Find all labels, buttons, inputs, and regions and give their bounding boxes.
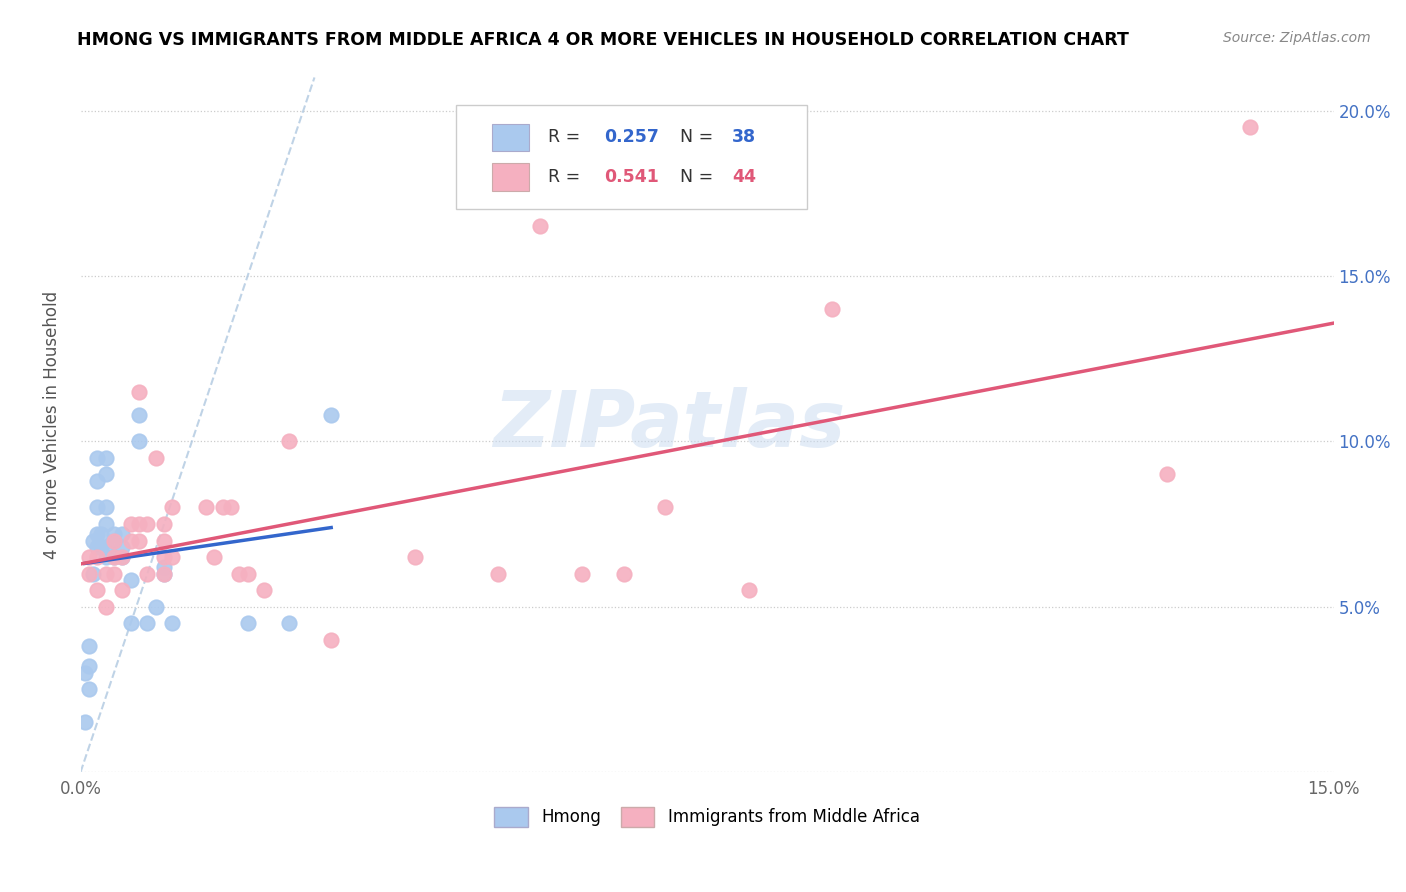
Point <box>77 640 100 654</box>
Point <box>82 533 104 548</box>
Point <box>94 549 117 564</box>
Point <box>111 540 134 554</box>
Point <box>86 527 108 541</box>
Point <box>90 527 112 541</box>
Point <box>94 467 117 482</box>
Point <box>153 533 176 548</box>
Point <box>738 583 761 598</box>
Point <box>111 583 134 598</box>
Point <box>94 500 117 515</box>
Point <box>202 549 225 564</box>
Point <box>128 533 150 548</box>
Point <box>103 527 125 541</box>
Point <box>86 474 108 488</box>
Text: R =: R = <box>548 169 586 186</box>
Text: 0.541: 0.541 <box>605 169 659 186</box>
Point <box>111 549 134 564</box>
Point <box>111 549 134 564</box>
Point <box>278 434 301 449</box>
Point <box>103 533 125 548</box>
Point <box>103 549 125 564</box>
Point <box>94 450 117 465</box>
Point <box>219 500 242 515</box>
Point <box>73 665 96 680</box>
Point <box>90 540 112 554</box>
Point <box>321 632 343 647</box>
Point <box>153 566 176 581</box>
Point <box>77 659 100 673</box>
Point <box>120 533 142 548</box>
Point <box>136 516 159 531</box>
Point <box>278 616 301 631</box>
Point <box>111 527 134 541</box>
Point <box>103 549 125 564</box>
Point <box>128 384 150 399</box>
Point <box>94 599 117 614</box>
Point <box>94 540 117 554</box>
Text: ZIPatlas: ZIPatlas <box>494 387 845 463</box>
Text: 38: 38 <box>733 128 756 146</box>
Point <box>86 500 108 515</box>
Text: 0.257: 0.257 <box>605 128 659 146</box>
Point <box>128 434 150 449</box>
Text: N =: N = <box>679 169 718 186</box>
Point <box>103 533 125 548</box>
Legend: Hmong, Immigrants from Middle Africa: Hmong, Immigrants from Middle Africa <box>488 801 927 833</box>
Point <box>486 566 509 581</box>
Point <box>571 566 593 581</box>
Point <box>94 566 117 581</box>
Point <box>404 549 426 564</box>
Text: N =: N = <box>679 128 718 146</box>
Point <box>162 500 184 515</box>
Point <box>162 549 184 564</box>
Text: R =: R = <box>548 128 586 146</box>
Point <box>194 500 217 515</box>
Point <box>153 566 176 581</box>
Point <box>211 500 233 515</box>
FancyBboxPatch shape <box>457 105 807 210</box>
Point <box>613 566 636 581</box>
Text: 44: 44 <box>733 169 756 186</box>
Point <box>529 219 551 234</box>
Point <box>253 583 276 598</box>
Text: HMONG VS IMMIGRANTS FROM MIDDLE AFRICA 4 OR MORE VEHICLES IN HOUSEHOLD CORRELATI: HMONG VS IMMIGRANTS FROM MIDDLE AFRICA 4… <box>77 31 1129 49</box>
Point <box>821 301 844 316</box>
Point <box>82 566 104 581</box>
Point <box>73 715 96 730</box>
Point <box>94 516 117 531</box>
Point <box>1156 467 1178 482</box>
Point <box>228 566 250 581</box>
Point <box>86 450 108 465</box>
Point <box>86 583 108 598</box>
Point <box>145 599 167 614</box>
Point <box>120 573 142 587</box>
Y-axis label: 4 or more Vehicles in Household: 4 or more Vehicles in Household <box>44 291 60 558</box>
Point <box>162 616 184 631</box>
Point <box>128 516 150 531</box>
Bar <box>492 163 529 191</box>
Point <box>321 408 343 422</box>
Point <box>120 516 142 531</box>
Point <box>654 500 676 515</box>
Point <box>77 566 100 581</box>
Point <box>120 616 142 631</box>
Point <box>86 549 108 564</box>
Point <box>153 549 176 564</box>
Point <box>136 566 159 581</box>
Point <box>1239 120 1261 134</box>
Point <box>236 616 259 631</box>
Point <box>153 560 176 574</box>
Point <box>136 616 159 631</box>
Point <box>236 566 259 581</box>
Point <box>77 682 100 697</box>
Text: Source: ZipAtlas.com: Source: ZipAtlas.com <box>1223 31 1371 45</box>
Point <box>77 549 100 564</box>
Point <box>153 516 176 531</box>
Point <box>86 540 108 554</box>
Point <box>145 450 167 465</box>
Point <box>103 566 125 581</box>
Point <box>128 408 150 422</box>
Bar <box>492 124 529 152</box>
